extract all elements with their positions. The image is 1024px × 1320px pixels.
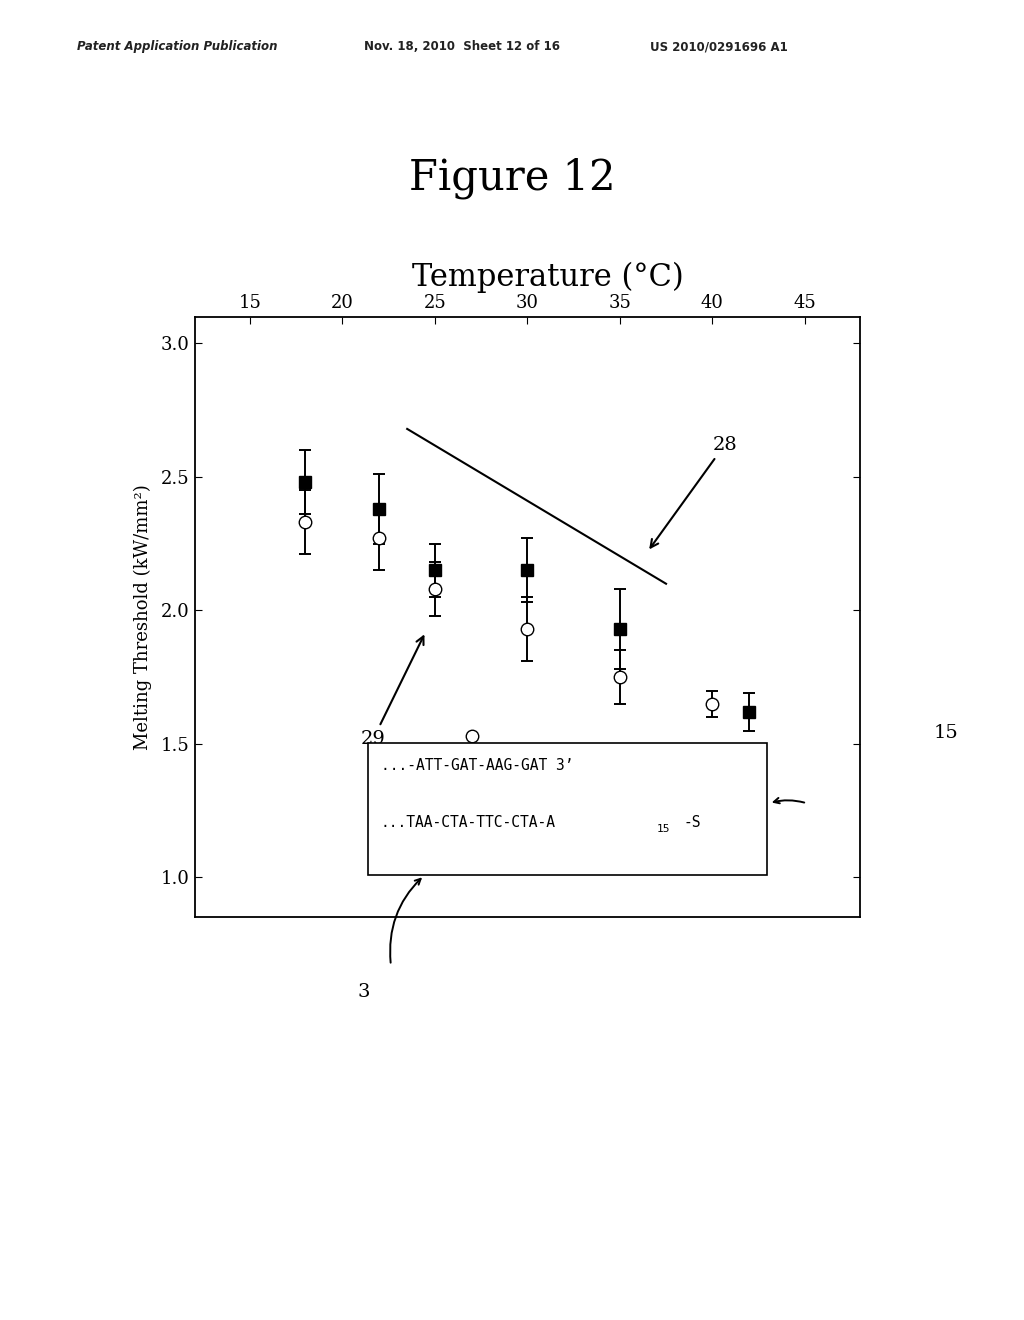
Text: ...TAA-CTA-TTC-CTA-A: ...TAA-CTA-TTC-CTA-A xyxy=(381,816,556,830)
Text: -S: -S xyxy=(684,816,701,830)
Text: 29: 29 xyxy=(361,636,424,747)
Bar xyxy=(368,743,767,875)
Text: 28: 28 xyxy=(650,436,737,548)
Text: 3: 3 xyxy=(357,982,370,1001)
Text: 15: 15 xyxy=(657,824,671,834)
Text: US 2010/0291696 A1: US 2010/0291696 A1 xyxy=(650,40,788,53)
Text: Figure 12: Figure 12 xyxy=(409,157,615,199)
Y-axis label: Melting Threshold (kW/mm²): Melting Threshold (kW/mm²) xyxy=(134,484,153,750)
Text: Nov. 18, 2010  Sheet 12 of 16: Nov. 18, 2010 Sheet 12 of 16 xyxy=(364,40,559,53)
Text: ...-ATT-GAT-AAG-GAT 3’: ...-ATT-GAT-AAG-GAT 3’ xyxy=(381,758,573,774)
Text: Patent Application Publication: Patent Application Publication xyxy=(77,40,278,53)
Text: 15: 15 xyxy=(934,723,958,742)
Text: Temperature (°C): Temperature (°C) xyxy=(412,261,684,293)
